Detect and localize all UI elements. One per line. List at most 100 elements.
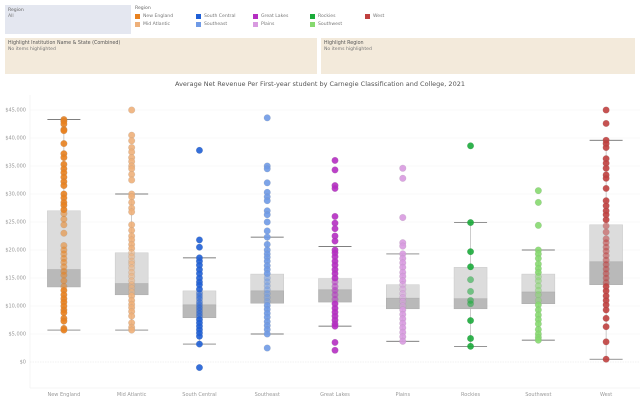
- legend-title: Region: [135, 6, 151, 11]
- data-point: [467, 219, 475, 227]
- y-tick-label: $20,000: [5, 248, 26, 254]
- data-point: [602, 174, 610, 182]
- data-point: [534, 187, 542, 195]
- x-tick-label: Mid Atlantic: [117, 392, 147, 398]
- legend-swatch: [310, 13, 315, 19]
- data-point: [467, 317, 475, 325]
- legend-swatch: [135, 13, 140, 19]
- legend-label: South Central: [204, 13, 236, 19]
- data-point: [602, 314, 610, 322]
- data-point: [467, 276, 475, 284]
- legend-label: Plains: [261, 21, 275, 27]
- x-tick-label: West: [600, 392, 612, 398]
- legend-label: Southeast: [204, 21, 228, 27]
- highlight-institution-value: No items highlighted: [8, 47, 56, 52]
- x-tick-label: Plains: [395, 392, 410, 398]
- legend-item[interactable]: Great Lakes: [253, 12, 310, 20]
- highlight-region-panel[interactable]: Highlight Region No items highlighted: [321, 38, 635, 74]
- data-point: [399, 337, 407, 345]
- region-legend: Region New England Mid Atlantic South Cent…: [135, 5, 384, 35]
- data-point: [331, 237, 339, 245]
- data-point: [60, 182, 68, 190]
- legend-items: New England Mid Atlantic South Central Sout…: [135, 12, 384, 28]
- data-point: [399, 214, 407, 222]
- data-point: [60, 140, 68, 148]
- data-point: [467, 287, 475, 295]
- data-point: [263, 227, 271, 235]
- data-point: [195, 146, 203, 154]
- data-point: [128, 312, 136, 320]
- data-point: [331, 225, 339, 233]
- data-point: [128, 176, 136, 184]
- x-tick-label: South Central: [182, 392, 216, 398]
- data-point: [534, 221, 542, 229]
- legend-item[interactable]: Rockies: [310, 12, 365, 20]
- legend-item[interactable]: Southwest: [310, 20, 365, 28]
- legend-label: Great Lakes: [261, 13, 289, 19]
- x-tick-label: New England: [47, 392, 80, 398]
- y-tick-label: $15,000: [5, 276, 26, 282]
- data-point: [602, 222, 610, 230]
- y-tick-label: $45,000: [5, 108, 26, 114]
- legend-item[interactable]: South Central: [196, 12, 253, 20]
- data-point: [60, 127, 68, 135]
- data-point: [128, 137, 136, 145]
- legend-label: Southwest: [318, 21, 343, 27]
- data-point: [602, 106, 610, 114]
- y-tick-label: $35,000: [5, 164, 26, 170]
- legend-item[interactable]: Southeast: [196, 20, 253, 28]
- legend-label: New England: [143, 13, 174, 19]
- data-point: [263, 114, 271, 122]
- data-point: [195, 236, 203, 244]
- data-point: [128, 326, 136, 334]
- data-point: [331, 322, 339, 330]
- data-point: [263, 211, 271, 219]
- data-point: [331, 212, 339, 220]
- legend-item[interactable]: Mid Atlantic: [135, 20, 196, 28]
- data-point: [602, 164, 610, 172]
- legend-item[interactable]: Plains: [253, 20, 310, 28]
- legend-label: Mid Atlantic: [143, 21, 171, 27]
- data-point: [60, 229, 68, 237]
- data-point: [602, 338, 610, 346]
- data-point: [602, 228, 610, 236]
- highlight-institution-panel[interactable]: Highlight Institution Name & State (Comb…: [5, 38, 317, 74]
- x-tick-label: Southeast: [255, 392, 280, 398]
- x-tick-label: Rockies: [461, 392, 480, 398]
- y-tick-label: $0: [20, 360, 26, 366]
- legend-swatch: [196, 13, 201, 19]
- x-tick-label: Southwest: [525, 392, 551, 398]
- x-tick-label: Great Lakes: [320, 392, 350, 398]
- data-point: [602, 355, 610, 363]
- data-point: [263, 330, 271, 338]
- data-point: [263, 233, 271, 241]
- region-filter-title: Region: [8, 8, 24, 13]
- box-plot-chart: $0 $5,000 $10,000 $15,000 $20,000 $25,000 $30,…: [5, 95, 640, 398]
- data-point: [195, 340, 203, 348]
- data-point: [602, 119, 610, 127]
- data-point: [602, 144, 610, 152]
- region-filter[interactable]: Region All: [5, 5, 131, 34]
- data-point: [534, 336, 542, 344]
- data-point: [467, 263, 475, 271]
- data-point: [331, 184, 339, 192]
- data-point: [399, 242, 407, 250]
- highlight-institution-title: Highlight Institution Name & State (Comb…: [8, 41, 121, 46]
- legend-item[interactable]: West: [365, 12, 425, 20]
- region-filter-value[interactable]: All: [8, 14, 14, 19]
- legend-item[interactable]: New England: [135, 12, 196, 20]
- legend-swatch: [365, 13, 370, 19]
- data-point: [60, 317, 68, 325]
- data-point: [263, 179, 271, 187]
- data-point: [602, 184, 610, 192]
- highlight-region-value: No items highlighted: [324, 47, 372, 52]
- data-point: [602, 306, 610, 314]
- data-point: [331, 338, 339, 346]
- data-point: [128, 208, 136, 216]
- data-point: [331, 166, 339, 174]
- data-point: [263, 218, 271, 226]
- legend-swatch: [196, 21, 201, 27]
- data-point: [602, 323, 610, 331]
- data-point: [467, 248, 475, 256]
- data-point: [195, 243, 203, 251]
